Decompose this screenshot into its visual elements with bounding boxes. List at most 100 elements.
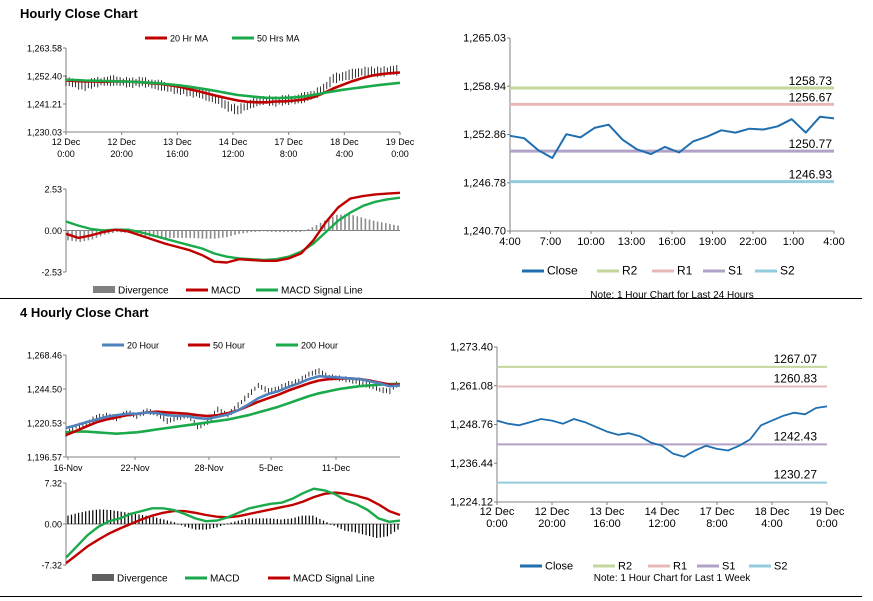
fv-x-tick-label: 0:00 <box>816 518 837 530</box>
fm-divergence-bar <box>81 512 83 524</box>
hm-divergence-bar <box>230 230 232 236</box>
hm-y-tick-label: 2.53 <box>44 185 62 195</box>
hp-legend-label: 20 Hr MA <box>170 34 208 44</box>
fv-close-line <box>496 405 828 458</box>
fm-divergence-bar <box>234 521 236 524</box>
fm-divergence-bar <box>70 514 73 524</box>
fv-y-tick-label: 1,224.12 <box>450 497 493 509</box>
fm-y-tick-label: 7.32 <box>44 479 62 489</box>
hm-legend-label: MACD Signal Line <box>281 286 363 297</box>
hm-divergence-bar <box>169 230 171 238</box>
hm-divergence-bar <box>315 225 318 231</box>
fp-y-tick-label: 1,196.57 <box>27 453 62 463</box>
fm-divergence-bar <box>191 524 193 529</box>
fm-divergence-bar <box>124 512 126 524</box>
fm-divergence-bar <box>220 524 222 527</box>
hm-divergence-bar <box>376 221 379 231</box>
fm-divergence-bar <box>177 523 179 525</box>
fp-legend-label: 200 Hour <box>301 341 338 351</box>
fm-divergence-bar <box>212 524 215 529</box>
fv-legend-label: R2 <box>618 561 632 573</box>
fm-divergence-bar <box>280 519 282 524</box>
hp-y-tick-label: 1,241.21 <box>27 100 62 110</box>
hm-y-tick-label: 0.00 <box>44 226 62 236</box>
hp-x-tick-label: 8:00 <box>280 149 298 159</box>
hm-divergence-bar <box>279 230 281 233</box>
fm-divergence-bar <box>354 524 356 533</box>
fm-divergence-bar <box>152 516 154 524</box>
fm-divergence-bar <box>379 524 381 538</box>
hp-x-tick-label: 12:00 <box>222 149 245 159</box>
fm-divergence-bar <box>301 515 303 524</box>
fv-x-tick-label: 0:00 <box>486 518 507 530</box>
hm-divergence-bar <box>327 218 330 231</box>
fm-divergence-bar <box>102 509 105 524</box>
fm-divergence-bar <box>205 524 207 530</box>
fm-divergence-bar <box>180 524 183 526</box>
fv-level-s1-label: 1242.43 <box>774 429 818 443</box>
fm-divergence-bar <box>308 515 310 524</box>
hm-divergence-bar <box>389 223 391 231</box>
fm-divergence-bar <box>266 518 268 524</box>
hm-divergence-bar <box>319 222 322 231</box>
hm-divergence-bar <box>160 230 163 238</box>
hm-divergence-bar <box>283 230 285 233</box>
hm-divergence-bar <box>356 216 359 231</box>
hp-x-tick-label: 4:00 <box>336 149 354 159</box>
fv-y-tick-label: 1,236.44 <box>450 458 493 470</box>
hm-divergence-bar <box>234 230 236 235</box>
hm-divergence-bar <box>380 222 383 231</box>
hv-legend-label: R2 <box>622 264 638 278</box>
hm-macd-line <box>65 191 401 264</box>
hm-divergence-bar <box>242 230 244 234</box>
hv-level-r1-label: 1256.67 <box>789 90 833 104</box>
fm-divergence-bar <box>312 515 314 524</box>
fm-legend-label: MACD Signal Line <box>293 574 375 585</box>
hp-x-tick-label: 19 Dec <box>386 137 415 147</box>
hm-divergence-bar <box>311 227 314 231</box>
fm-divergence-bar <box>88 510 90 524</box>
fm-divergence-bar <box>259 518 261 524</box>
hm-divergence-bar <box>340 214 342 231</box>
hm-divergence-bar <box>152 230 155 238</box>
hm-legend-label: MACD <box>211 286 240 297</box>
hm-divergence-bar <box>352 215 354 231</box>
fm-divergence-bar <box>383 524 385 537</box>
hp-y-tick-label: 1,230.03 <box>27 128 62 138</box>
hm-divergence-bar <box>299 230 301 233</box>
hv-x-tick-label: 1:00 <box>783 236 804 248</box>
fv-level-r1-label: 1260.83 <box>774 372 818 386</box>
fm-divergence-bar <box>78 512 80 524</box>
hv-y-tick-label: 1,252.86 <box>463 129 506 141</box>
hp-x-tick-label: 16:00 <box>166 149 189 159</box>
fm-divergence-bar <box>131 513 133 524</box>
bottom-divider <box>0 596 862 597</box>
fv-legend-label: S1 <box>722 561 735 573</box>
fp-x-tick-label: 5-Dec <box>259 463 284 473</box>
fm-divergence-bar <box>67 515 69 524</box>
fm-divergence-bar <box>106 509 108 524</box>
fm-divergence-bar <box>74 513 76 524</box>
fv-level-s2-label: 1230.27 <box>774 468 818 482</box>
hp-x-tick-label: 17 Dec <box>274 137 303 147</box>
fm-divergence-bar <box>223 524 225 525</box>
fm-divergence-bar <box>134 513 136 524</box>
hv-level-s2-label: 1246.93 <box>789 168 833 182</box>
hm-divergence-bar <box>368 219 371 231</box>
fm-divergence-bar <box>166 520 168 524</box>
fm-divergence-bar <box>92 510 94 524</box>
hm-divergence-bar <box>258 230 261 232</box>
fm-divergence-bar <box>188 524 190 528</box>
hp-x-tick-label: 12 Dec <box>52 137 81 147</box>
fm-divergence-bar <box>340 524 342 529</box>
hm-divergence-bar <box>397 225 399 231</box>
fv-x-tick-label: 16:00 <box>593 518 621 530</box>
fm-divergence-bar <box>99 509 101 524</box>
fp-y-tick-label: 1,220.53 <box>27 419 62 429</box>
hm-divergence-bar <box>307 228 310 231</box>
fm-divergence-bar <box>344 524 346 531</box>
hm-divergence-bar <box>201 230 204 239</box>
fm-divergence-bar <box>337 524 339 528</box>
fm-divergence-bar <box>117 511 119 524</box>
